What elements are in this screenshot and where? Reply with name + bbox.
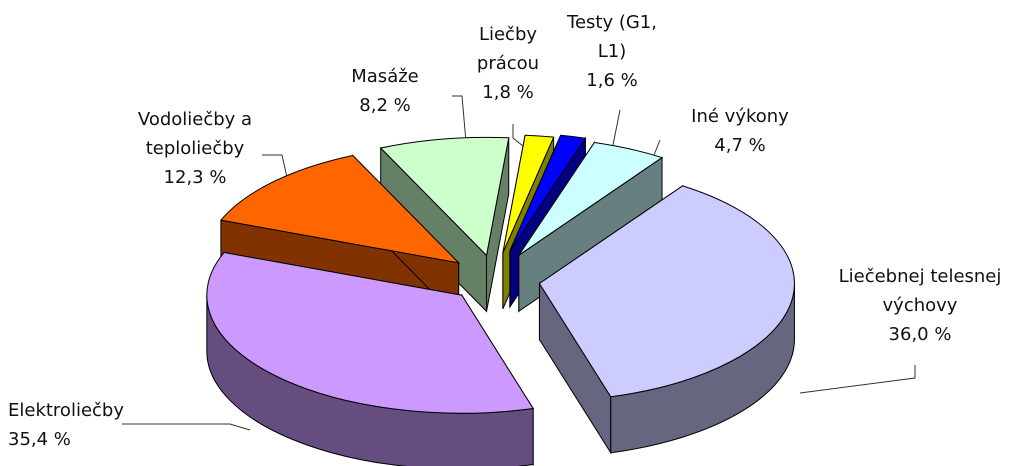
slice — [509, 134, 587, 252]
category: Testy (G1, L1) — [567, 12, 657, 62]
category: Masáže — [351, 66, 419, 87]
value-label: 12,3 % — [163, 167, 227, 188]
slice — [502, 134, 555, 253]
category: Vodoliečby a teploliečby — [137, 109, 253, 159]
category: Iné výkony — [691, 106, 789, 127]
slice — [518, 141, 664, 256]
category: Elektroliečby — [8, 400, 124, 421]
slice-label: Testy (G1, L1) 1,6 % — [566, 8, 658, 95]
leader-line — [122, 423, 251, 431]
slice — [206, 251, 534, 414]
leader-line — [611, 109, 621, 151]
slice-label: Liečby prácou 1,8 % — [468, 20, 548, 107]
value-label: 35,4 % — [8, 429, 71, 450]
category: Liečby prácou — [476, 24, 540, 74]
leader-line — [799, 365, 916, 394]
value-label: 8,2 % — [359, 95, 411, 116]
value-label: 1,8 % — [482, 82, 534, 103]
slice — [538, 185, 795, 398]
value-label: 1,6 % — [586, 70, 638, 91]
slice-label: Elektroliečby 35,4 % — [8, 396, 148, 454]
slice-label: Masáže 8,2 % — [335, 62, 435, 120]
pie — [206, 134, 795, 466]
value-label: 36,0 % — [888, 324, 952, 345]
slice-label: Iné výkony 4,7 % — [670, 102, 810, 160]
slice-label: Liečebnej telesnej výchovy 36,0 % — [825, 262, 1015, 349]
category: Liečebnej telesnej výchovy — [838, 266, 1002, 316]
slice — [219, 154, 461, 264]
slice — [379, 136, 510, 257]
value-label: 4,7 % — [714, 135, 766, 156]
slice-label: Vodoliečby a teploliečby 12,3 % — [120, 105, 270, 192]
